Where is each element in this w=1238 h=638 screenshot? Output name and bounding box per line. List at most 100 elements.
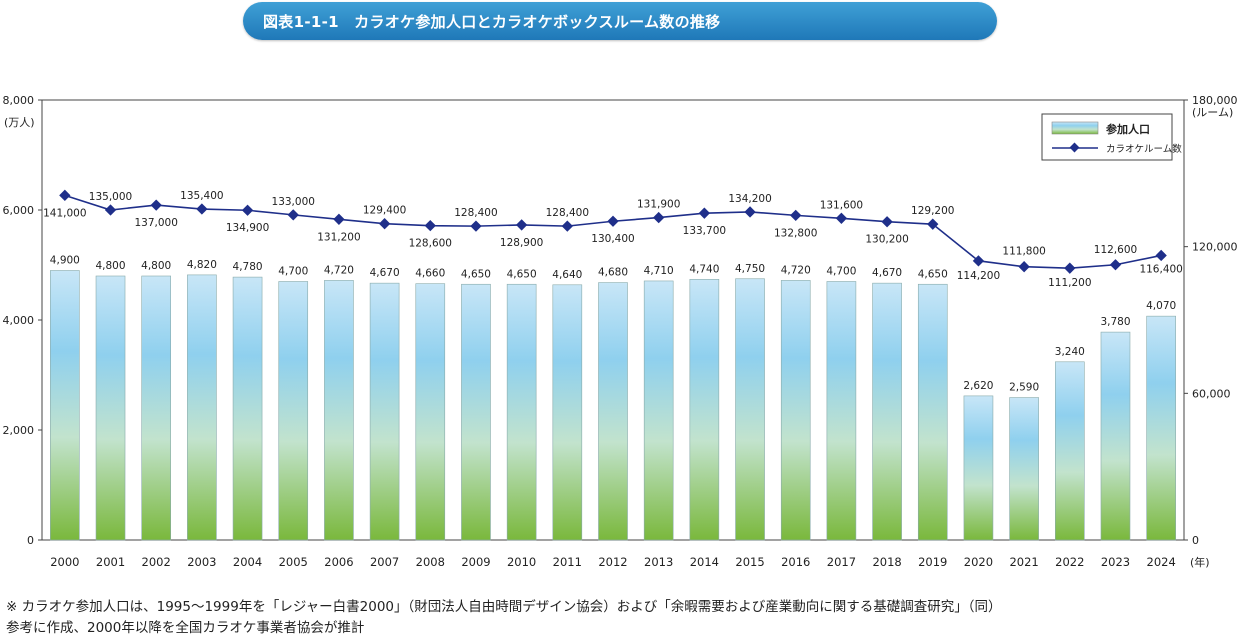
x-tick-label: 2002	[142, 555, 171, 569]
left-tick-label: 6,000	[3, 204, 35, 217]
bar	[187, 274, 217, 541]
x-tick-label: 2014	[690, 555, 719, 569]
bar-value-label: 3,780	[1100, 316, 1130, 328]
line-value-label: 128,400	[546, 207, 589, 219]
line-value-label: 128,400	[454, 207, 497, 219]
line-point	[378, 218, 391, 230]
x-tick-label: 2010	[507, 555, 536, 569]
bar	[324, 280, 354, 541]
x-tick-label: 2003	[187, 555, 216, 569]
left-tick-label: 2,000	[3, 424, 35, 437]
footnote-line-1: ※ カラオケ参加人口は、1995～1999年を「レジャー白書2000」（財団法人…	[6, 599, 1002, 615]
bar-value-label: 4,800	[95, 260, 125, 272]
bar-value-label: 4,660	[415, 268, 445, 280]
line-point	[790, 209, 802, 222]
bar	[50, 270, 80, 541]
line-value-label: 130,400	[591, 233, 634, 245]
bar	[917, 283, 948, 541]
x-tick-label: 2008	[416, 555, 445, 569]
left-tick-label: 4,000	[3, 314, 35, 327]
bar-value-label: 3,240	[1055, 346, 1085, 358]
line-value-label: 134,200	[728, 193, 771, 205]
line-value-label: 133,700	[683, 225, 726, 237]
x-tick-label: 2007	[370, 555, 399, 569]
line-point	[515, 219, 528, 231]
line-value-label: 130,200	[865, 234, 908, 246]
right-tick-label: 60,000	[1192, 387, 1231, 400]
line-point	[835, 212, 848, 224]
bar	[1100, 331, 1131, 541]
bar-value-label: 4,650	[461, 268, 491, 280]
line-point	[607, 215, 619, 227]
line-value-label: 112,600	[1094, 244, 1137, 256]
line-value-label: 131,900	[637, 199, 680, 211]
bar	[369, 282, 400, 541]
legend-line-marker	[1069, 142, 1080, 153]
line-value-label: 132,800	[774, 227, 817, 239]
bar	[415, 283, 446, 541]
x-tick-label: 2000	[50, 555, 79, 569]
bar-value-label: 4,670	[370, 267, 400, 279]
line-value-label: 141,000	[43, 207, 86, 219]
line-value-label: 135,400	[180, 190, 223, 202]
x-tick-label: 2009	[461, 555, 490, 569]
line-value-label: 111,800	[1002, 246, 1045, 258]
x-axis-unit: (年)	[1190, 555, 1210, 569]
line-point	[653, 211, 665, 224]
legend-bar-label: 参加人口	[1106, 122, 1150, 136]
line-point	[241, 204, 254, 216]
bar-value-label: 4,800	[141, 260, 171, 272]
legend-line-label: カラオケルーム数	[1106, 143, 1182, 155]
bar	[95, 275, 126, 541]
x-tick-label: 2016	[781, 555, 810, 569]
line-point	[561, 220, 573, 232]
bar	[506, 283, 537, 541]
x-tick-label: 2004	[233, 555, 262, 569]
x-tick-label: 2021	[1009, 555, 1038, 569]
line-point	[1109, 259, 1122, 271]
bar	[1055, 361, 1085, 541]
legend-box	[1041, 113, 1173, 161]
line-value-label: 128,600	[409, 238, 452, 250]
bar-value-label: 4,070	[1146, 300, 1176, 312]
bar	[552, 284, 583, 541]
bar	[689, 278, 720, 541]
bar-value-label: 4,740	[689, 263, 719, 275]
bar	[735, 278, 765, 541]
bar-value-label: 2,590	[1009, 382, 1039, 394]
line-value-label: 134,900	[226, 222, 269, 234]
x-tick-label: 2013	[644, 555, 673, 569]
line-value-label: 111,200	[1048, 277, 1091, 289]
bar-value-label: 4,640	[552, 269, 582, 281]
bar	[461, 283, 491, 541]
bar-value-label: 4,710	[644, 265, 674, 277]
bar-value-label: 4,650	[507, 268, 537, 280]
bar	[232, 276, 263, 541]
legend-bar-swatch	[1051, 121, 1099, 135]
x-tick-label: 2019	[918, 555, 947, 569]
left-tick-label: 8,000	[3, 94, 35, 107]
line-point	[927, 218, 939, 230]
bar-value-label: 4,700	[278, 266, 308, 278]
right-axis-unit: (ルーム)	[1192, 106, 1233, 119]
line-point	[698, 207, 711, 219]
x-tick-label: 2005	[279, 555, 308, 569]
left-axis-unit: (万人)	[4, 116, 35, 129]
bar	[826, 281, 857, 541]
x-tick-label: 2024	[1147, 555, 1176, 569]
x-tick-label: 2018	[872, 555, 901, 569]
line-value-label: 129,400	[363, 205, 406, 217]
x-tick-label: 2012	[598, 555, 627, 569]
x-tick-label: 2023	[1101, 555, 1130, 569]
line-value-label: 129,200	[911, 205, 954, 217]
line-point	[150, 199, 162, 211]
line-value-label: 137,000	[134, 217, 177, 229]
line-point	[744, 206, 756, 218]
line-point	[333, 213, 345, 225]
bar	[598, 282, 628, 541]
x-tick-label: 2020	[964, 555, 993, 569]
bar-value-label: 4,670	[872, 267, 902, 279]
bar-value-label: 4,750	[735, 263, 765, 275]
bar-value-label: 2,620	[963, 380, 993, 392]
x-tick-label: 2022	[1055, 555, 1084, 569]
